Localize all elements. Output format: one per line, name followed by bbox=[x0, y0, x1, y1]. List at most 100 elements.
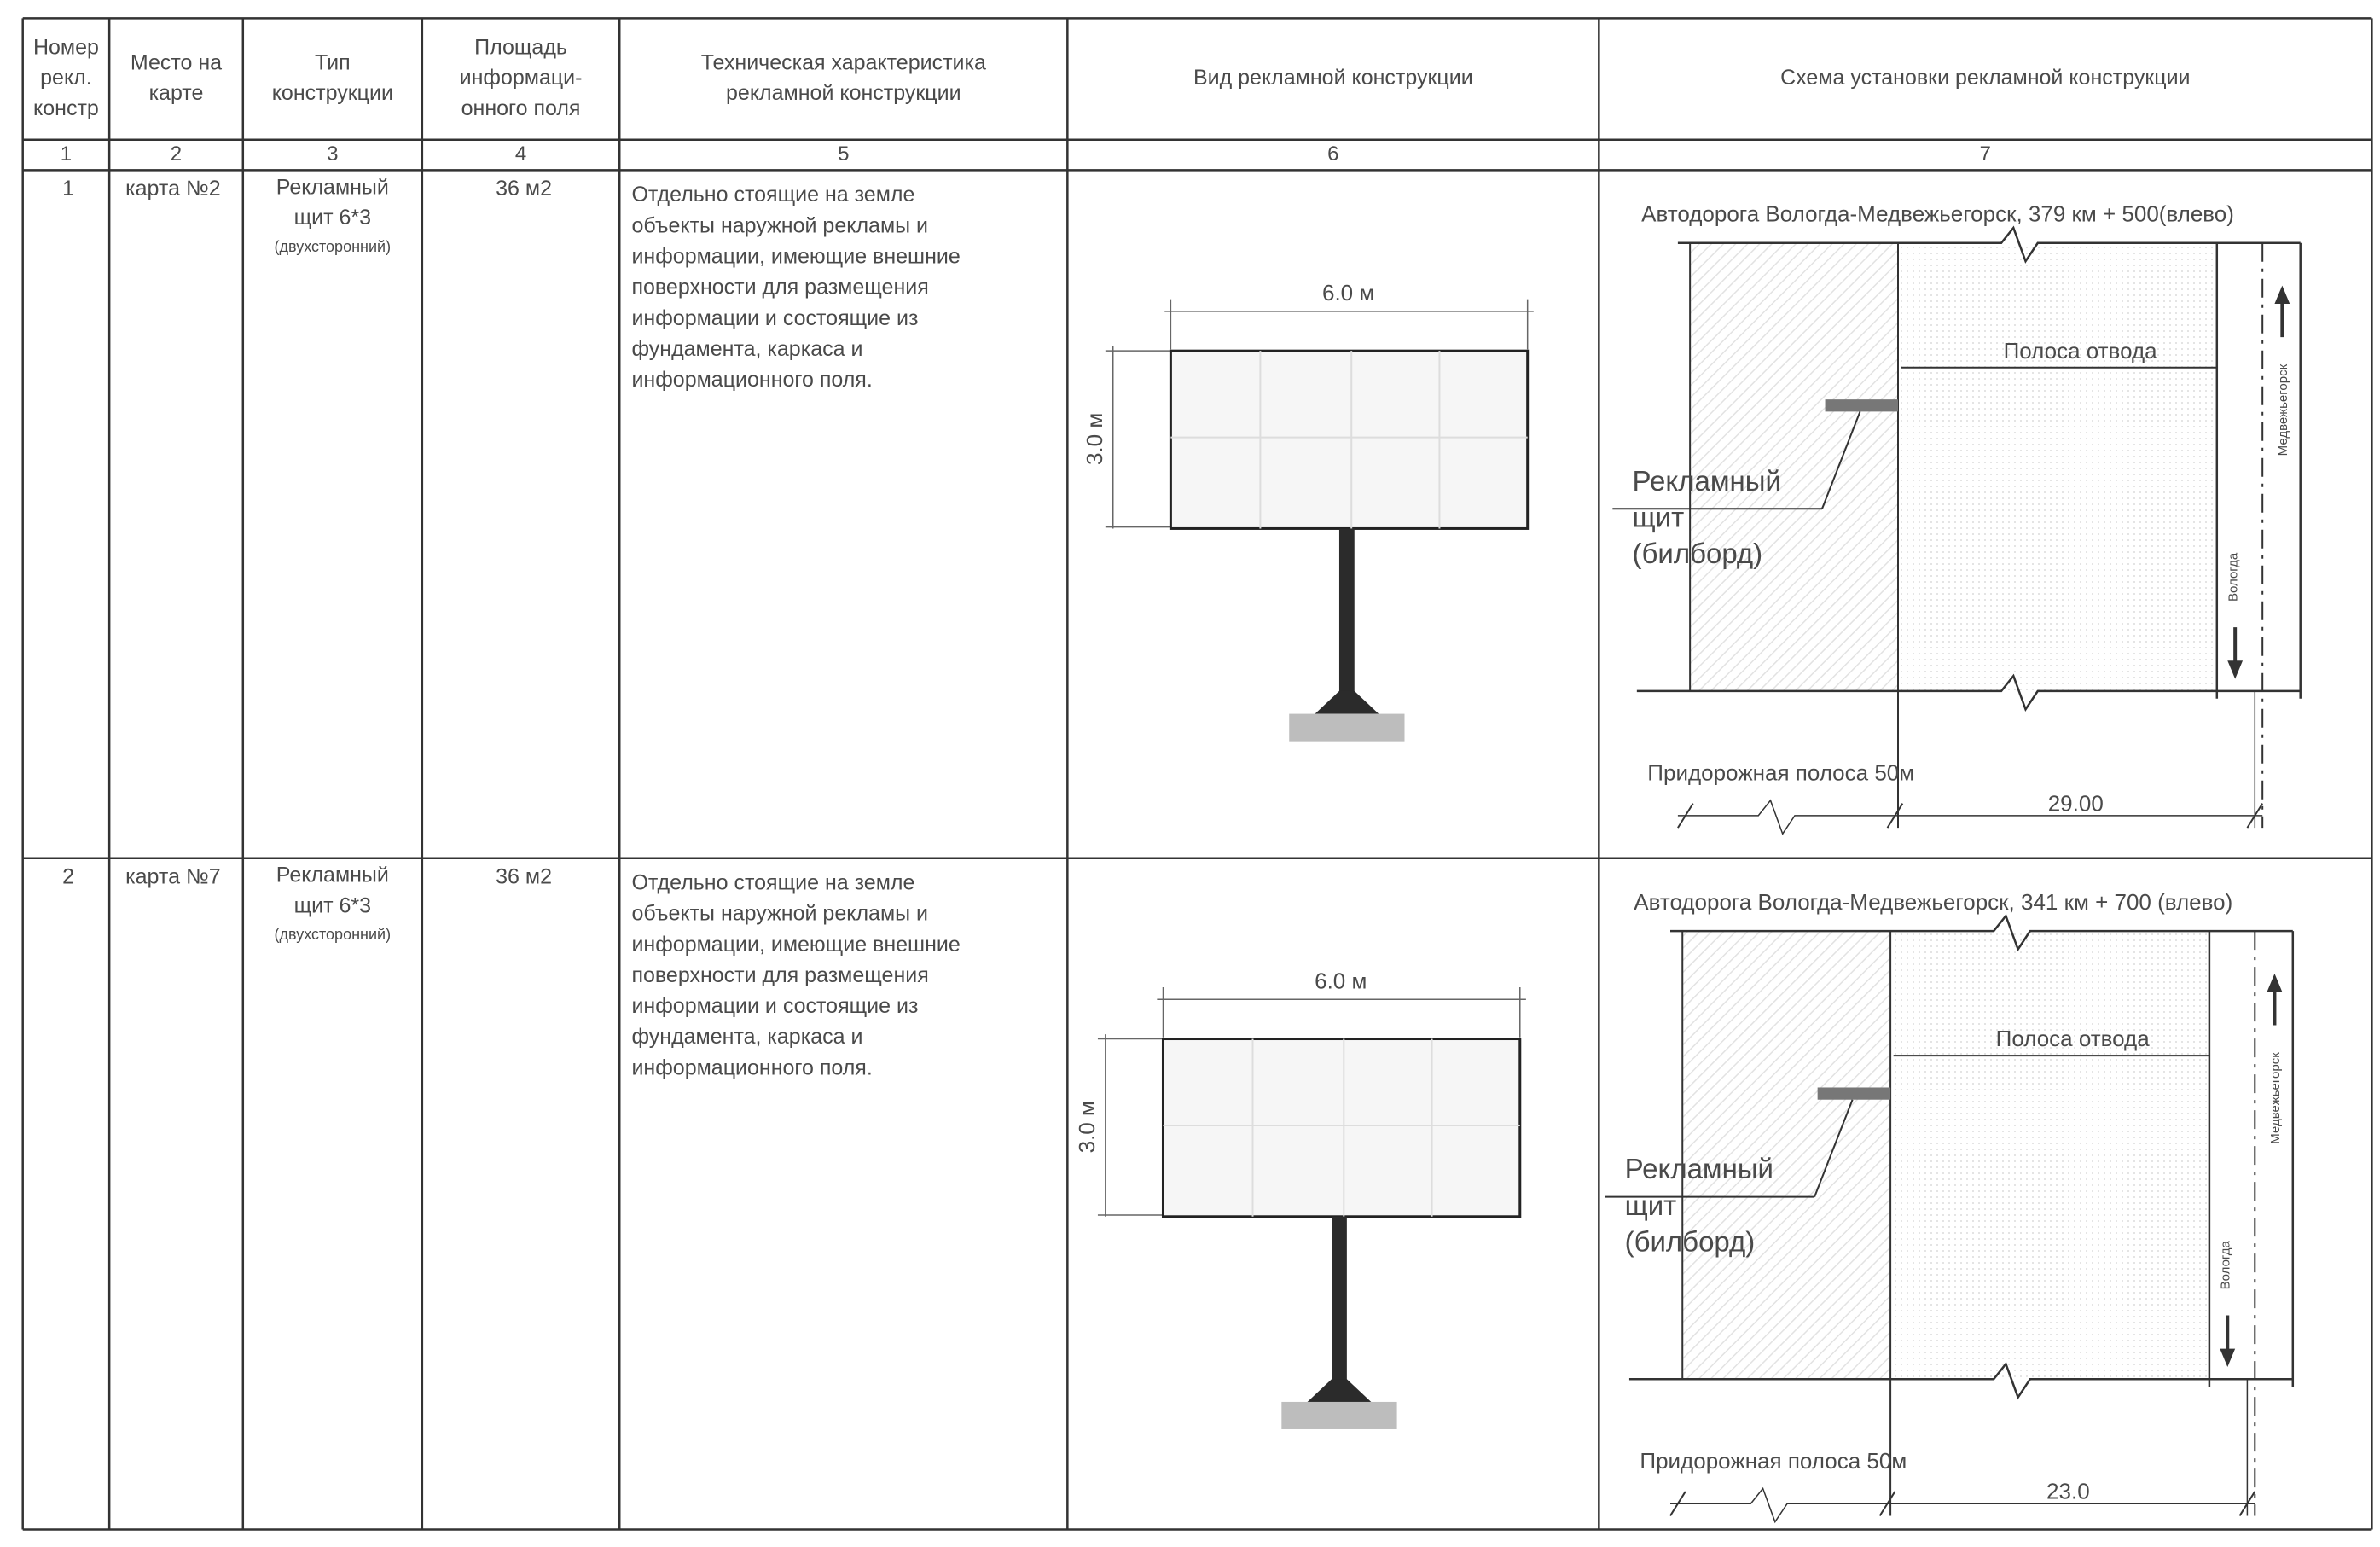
header-text: Тип bbox=[315, 50, 351, 74]
dim-tick bbox=[1669, 1491, 1686, 1516]
boundary-line bbox=[1677, 225, 2301, 264]
right-of-way-zone bbox=[1901, 242, 2217, 691]
right-of-way-label: Полоса отвода bbox=[2004, 338, 2158, 363]
board-label: (билборд) bbox=[1633, 538, 1763, 569]
right-of-way-zone bbox=[1893, 931, 2209, 1380]
header-text: информаци- bbox=[460, 66, 583, 90]
billboard-face bbox=[1161, 1038, 1522, 1218]
row-number: 2 bbox=[62, 864, 74, 888]
description-line: информационного поля. bbox=[631, 368, 872, 392]
description-line: фундамента, каркаса и bbox=[631, 337, 862, 361]
header-text: карте bbox=[149, 81, 204, 105]
board-label: щит bbox=[1633, 501, 1685, 532]
construction-type-note: (двухсторонний) bbox=[275, 238, 392, 255]
map-ref: карта №2 bbox=[125, 177, 221, 201]
dim-line bbox=[1670, 1486, 2255, 1524]
billboard-pole bbox=[1338, 528, 1355, 696]
construction-type-note: (двухсторонний) bbox=[275, 926, 392, 943]
arrow-head bbox=[2227, 660, 2244, 679]
construction-type: щит 6*3 bbox=[294, 893, 371, 917]
dim-tick bbox=[1886, 803, 1904, 829]
column-number: 1 bbox=[61, 142, 72, 166]
arrow-head bbox=[2220, 1348, 2236, 1367]
billboard-foundation bbox=[1281, 1401, 1397, 1429]
description-line: информации, имеющие внешние bbox=[631, 244, 960, 268]
description-line: Отдельно стоящие на земле bbox=[631, 871, 914, 895]
billboard-pole-base bbox=[1315, 690, 1379, 714]
road-name: Автодорога Вологда-Медвежьегорск, 341 км… bbox=[1634, 889, 2232, 915]
road-name: Автодорога Вологда-Медвежьегорск, 379 км… bbox=[1641, 201, 2234, 227]
column-number: 3 bbox=[327, 142, 338, 166]
construction-type: Рекламный bbox=[276, 864, 389, 887]
roadside-label: Придорожная полоса 50м bbox=[1640, 1448, 1907, 1474]
boundary-line bbox=[1636, 673, 2301, 712]
billboard-face bbox=[1169, 349, 1530, 530]
header-text: рекл. bbox=[40, 66, 92, 90]
map-ref: карта №7 bbox=[125, 864, 221, 888]
roadside-label: Придорожная полоса 50м bbox=[1647, 760, 1914, 786]
column-number: 6 bbox=[1327, 142, 1338, 166]
description-line: объекты наружной рекламы и bbox=[631, 902, 928, 926]
header-text: Схема установки рекламной конструкции bbox=[1780, 66, 2190, 90]
column-number: 2 bbox=[171, 142, 182, 166]
leader-line bbox=[1814, 1099, 1854, 1198]
column-number: 4 bbox=[515, 142, 526, 166]
arrow-head bbox=[2274, 285, 2290, 304]
description-line: фундамента, каркаса и bbox=[631, 1025, 862, 1049]
right-of-way-label: Полоса отвода bbox=[1996, 1026, 2151, 1051]
dim-line bbox=[1677, 799, 2263, 835]
dim-tick bbox=[1677, 803, 1694, 829]
board-label: Рекламный bbox=[1625, 1153, 1773, 1184]
description-line: поверхности для размещения bbox=[631, 963, 928, 987]
area: 36 м2 bbox=[496, 864, 552, 888]
direction-label: Вологда bbox=[2226, 552, 2240, 602]
header-text: Техническая характеристика bbox=[701, 50, 986, 74]
description-line: объекты наружной рекламы и bbox=[631, 213, 928, 237]
header-text: Место на bbox=[131, 50, 222, 74]
dim-tick bbox=[2246, 803, 2264, 829]
description-line: поверхности для размещения bbox=[631, 276, 928, 300]
roadside-zone bbox=[1682, 931, 1891, 1380]
distance-label: 29.00 bbox=[2048, 790, 2104, 816]
description-line: Отдельно стоящие на земле bbox=[631, 183, 914, 206]
area: 36 м2 bbox=[496, 177, 552, 201]
column-number: 5 bbox=[838, 142, 849, 166]
column-number: 7 bbox=[1980, 142, 1991, 166]
height-label: 3.0 м bbox=[1082, 413, 1107, 465]
width-label: 6.0 м bbox=[1315, 968, 1367, 994]
description-line: информации, имеющие внешние bbox=[631, 933, 960, 957]
description-line: информации и состоящие из bbox=[631, 306, 918, 330]
width-label: 6.0 м bbox=[1322, 280, 1374, 305]
construction-type: щит 6*3 bbox=[294, 206, 371, 230]
board-label: Рекламный bbox=[1633, 465, 1781, 497]
row-number: 1 bbox=[62, 177, 74, 201]
header-text: констр bbox=[33, 96, 99, 120]
board-symbol bbox=[1825, 399, 1898, 412]
header-text: конструкции bbox=[272, 81, 393, 105]
header-text: Площадь bbox=[474, 36, 567, 60]
construction-type: Рекламный bbox=[276, 175, 389, 199]
billboard-pole bbox=[1332, 1216, 1347, 1384]
boundary-line bbox=[1670, 913, 2293, 952]
billboard-pole-base bbox=[1307, 1379, 1372, 1402]
header-text: онного поля bbox=[461, 96, 581, 120]
board-label: щит bbox=[1625, 1189, 1677, 1221]
dim-tick bbox=[2238, 1491, 2256, 1516]
dim-tick bbox=[1878, 1491, 1896, 1516]
description-line: информационного поля. bbox=[631, 1056, 872, 1079]
height-label: 3.0 м bbox=[1074, 1101, 1100, 1153]
billboard-foundation bbox=[1289, 713, 1405, 742]
roadside-zone bbox=[1690, 242, 1898, 691]
leader-line bbox=[1821, 411, 1861, 509]
direction-label: Медвежьегорск bbox=[2276, 363, 2290, 456]
distance-label: 23.0 bbox=[2046, 1479, 2090, 1504]
header-text: рекламной конструкции bbox=[726, 81, 961, 105]
board-label: (билборд) bbox=[1625, 1226, 1756, 1258]
board-symbol bbox=[1817, 1087, 1891, 1100]
header-text: Вид рекламной конструкции bbox=[1193, 66, 1473, 90]
direction-label: Медвежьегорск bbox=[2268, 1052, 2283, 1144]
boundary-line bbox=[1628, 1361, 2293, 1400]
